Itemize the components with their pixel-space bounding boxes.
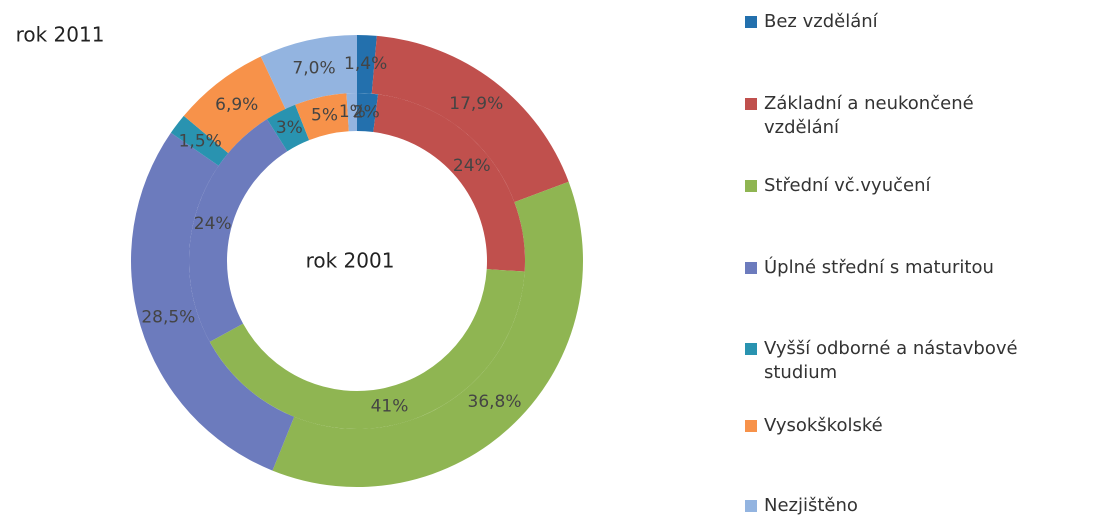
data-label: 41%: [371, 396, 409, 416]
legend-label: Bez vzdělání: [764, 11, 878, 32]
legend-label: Úplné střední s maturitou: [764, 257, 994, 278]
legend-item: Bez vzdělání: [745, 10, 1054, 34]
donut-segment: [295, 93, 349, 141]
legend-label: Základní a neukončené vzdělání: [764, 93, 974, 138]
donut-segment: [266, 104, 310, 152]
donut-segment: [209, 269, 525, 430]
donut-segment: [346, 93, 357, 132]
donut-segment: [131, 132, 295, 471]
legend-label: Vyšší odborné a nástavbové studium: [764, 338, 1018, 383]
data-label: 6,9%: [215, 95, 258, 115]
donut-segment: [373, 94, 525, 272]
data-label: 1,4%: [344, 54, 387, 74]
legend-item: Základní a neukončené vzdělání: [745, 92, 1054, 140]
data-label: 1,5%: [179, 132, 222, 152]
donut-segment: [371, 35, 569, 203]
data-label: 36,8%: [468, 392, 522, 412]
data-label: 17,9%: [449, 94, 503, 114]
legend-item: Úplné střední s maturitou: [745, 256, 1054, 280]
legend-label: Vysokškolské: [764, 415, 883, 436]
legend-label: Střední vč.vyučení: [764, 175, 931, 196]
donut-segment: [183, 56, 286, 154]
legend-item: Nezjištěno: [745, 494, 1054, 518]
data-label: 24%: [194, 214, 232, 234]
outer-ring-title: rok 2011: [16, 23, 105, 47]
donut-segment: [272, 181, 583, 488]
legend-item: Vysokškolské: [745, 414, 1054, 438]
donut-segment: [260, 35, 357, 109]
data-label: 24%: [453, 156, 491, 176]
legend-swatch: [745, 343, 757, 355]
legend-item: Střední vč.vyučení: [745, 174, 1054, 198]
legend-swatch: [745, 98, 757, 110]
donut-segment: [357, 35, 377, 94]
data-label: 3%: [276, 118, 303, 138]
inner-ring-title: rok 2001: [306, 249, 395, 273]
legend-swatch: [745, 420, 757, 432]
data-label: 7,0%: [292, 59, 335, 79]
chart: rok 2011 rok 2001 1,4% 17,9% 36,8% 28,5% 1,5…: [16, 23, 583, 488]
data-label: 2%: [353, 102, 380, 122]
legend-swatch: [745, 16, 757, 28]
legend-swatch: [745, 180, 757, 192]
legend-item: Vyšší odborné a nástavbové studium: [745, 337, 1054, 385]
legend-swatch: [745, 262, 757, 274]
legend-swatch: [745, 500, 757, 512]
data-label: 28,5%: [141, 308, 195, 328]
legend-label: Nezjištěno: [764, 495, 858, 516]
donut-segment: [357, 93, 379, 133]
data-label: 1%: [339, 102, 366, 122]
data-label: 5%: [311, 106, 338, 126]
donut-segment: [189, 119, 288, 342]
donut-segment: [170, 115, 229, 166]
